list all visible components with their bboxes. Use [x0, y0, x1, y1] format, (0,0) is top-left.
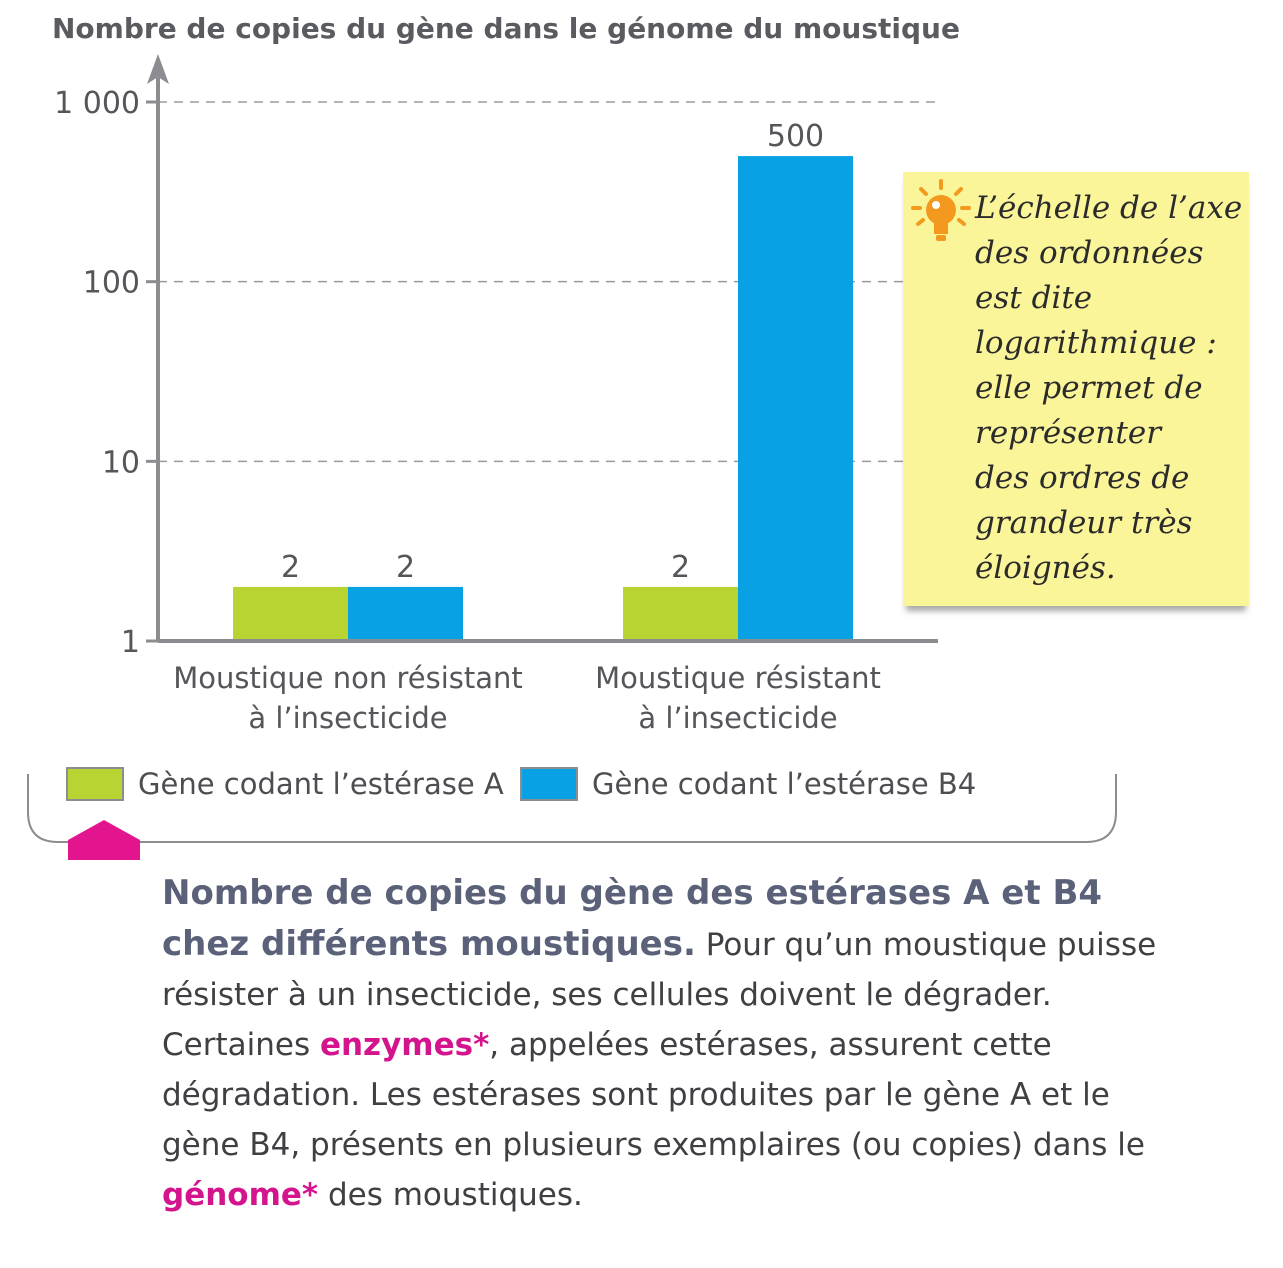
lightbulb-icon: [911, 179, 971, 241]
bar-esterase-b4-group-1: [348, 586, 463, 641]
bar-chart: 1 10 100 1 000 2 2 Moustique non résistant à l’…: [27, 12, 1117, 860]
figure-caption: Nombre de copies du gène des estérases A…: [162, 868, 1162, 1220]
doc-number: 3: [86, 863, 119, 917]
x-category-label: Moustique résistant: [595, 661, 881, 695]
x-category-label: à l’insecticide: [638, 701, 837, 735]
bar-value-label: 500: [767, 119, 824, 154]
x-category-label: à l’insecticide: [248, 701, 447, 735]
legend-item-esterase-a: Gène codant l’estérase A: [66, 764, 504, 804]
legend-label-b4: Gène codant l’estérase B4: [592, 767, 977, 801]
legend-item-esterase-b4: Gène codant l’estérase B4: [520, 764, 976, 804]
info-note: L’échelle de l’axe des ordonnées est dit…: [903, 172, 1249, 606]
bar-value-label: 2: [671, 550, 690, 585]
keyword-genome[interactable]: génome*: [162, 1177, 319, 1213]
caption-body-2: , appelées estérases, assurent cette dég…: [162, 1027, 1145, 1163]
bar-value-label: 2: [396, 550, 415, 585]
y-tick-label: 1 000: [54, 86, 140, 121]
y-tick-label: 10: [102, 445, 140, 480]
y-axis-title: Nombre de copies du gène dans le génome …: [52, 12, 960, 45]
y-tick-label: 100: [83, 266, 140, 301]
keyword-enzymes[interactable]: enzymes*: [319, 1027, 490, 1063]
bar-esterase-a-group-1: [233, 586, 348, 641]
x-category-label: Moustique non résistant: [173, 661, 523, 695]
figure-frame: [27, 774, 1117, 843]
bar-value-label: 2: [281, 550, 300, 585]
caption-body-3: des moustiques.: [318, 1177, 583, 1213]
y-axis-arrow-icon: [147, 54, 169, 84]
note-text: L’échelle de l’axe des ordonnées est dit…: [975, 190, 1243, 586]
doc-number-badge: [68, 820, 140, 860]
caption-body-1: Pour qu’un moustique puisse résister à u…: [162, 927, 1157, 1063]
legend-label-a: Gène codant l’estérase A: [138, 767, 504, 801]
y-tick-label: 1: [121, 625, 140, 660]
bar-esterase-b4-group-2: [738, 156, 853, 641]
legend-swatch-b4: [520, 767, 578, 801]
bar-esterase-a-group-2: [623, 586, 738, 641]
caption-title: Nombre de copies du gène des estérases A…: [162, 873, 1103, 964]
legend-swatch-a: [66, 767, 124, 801]
